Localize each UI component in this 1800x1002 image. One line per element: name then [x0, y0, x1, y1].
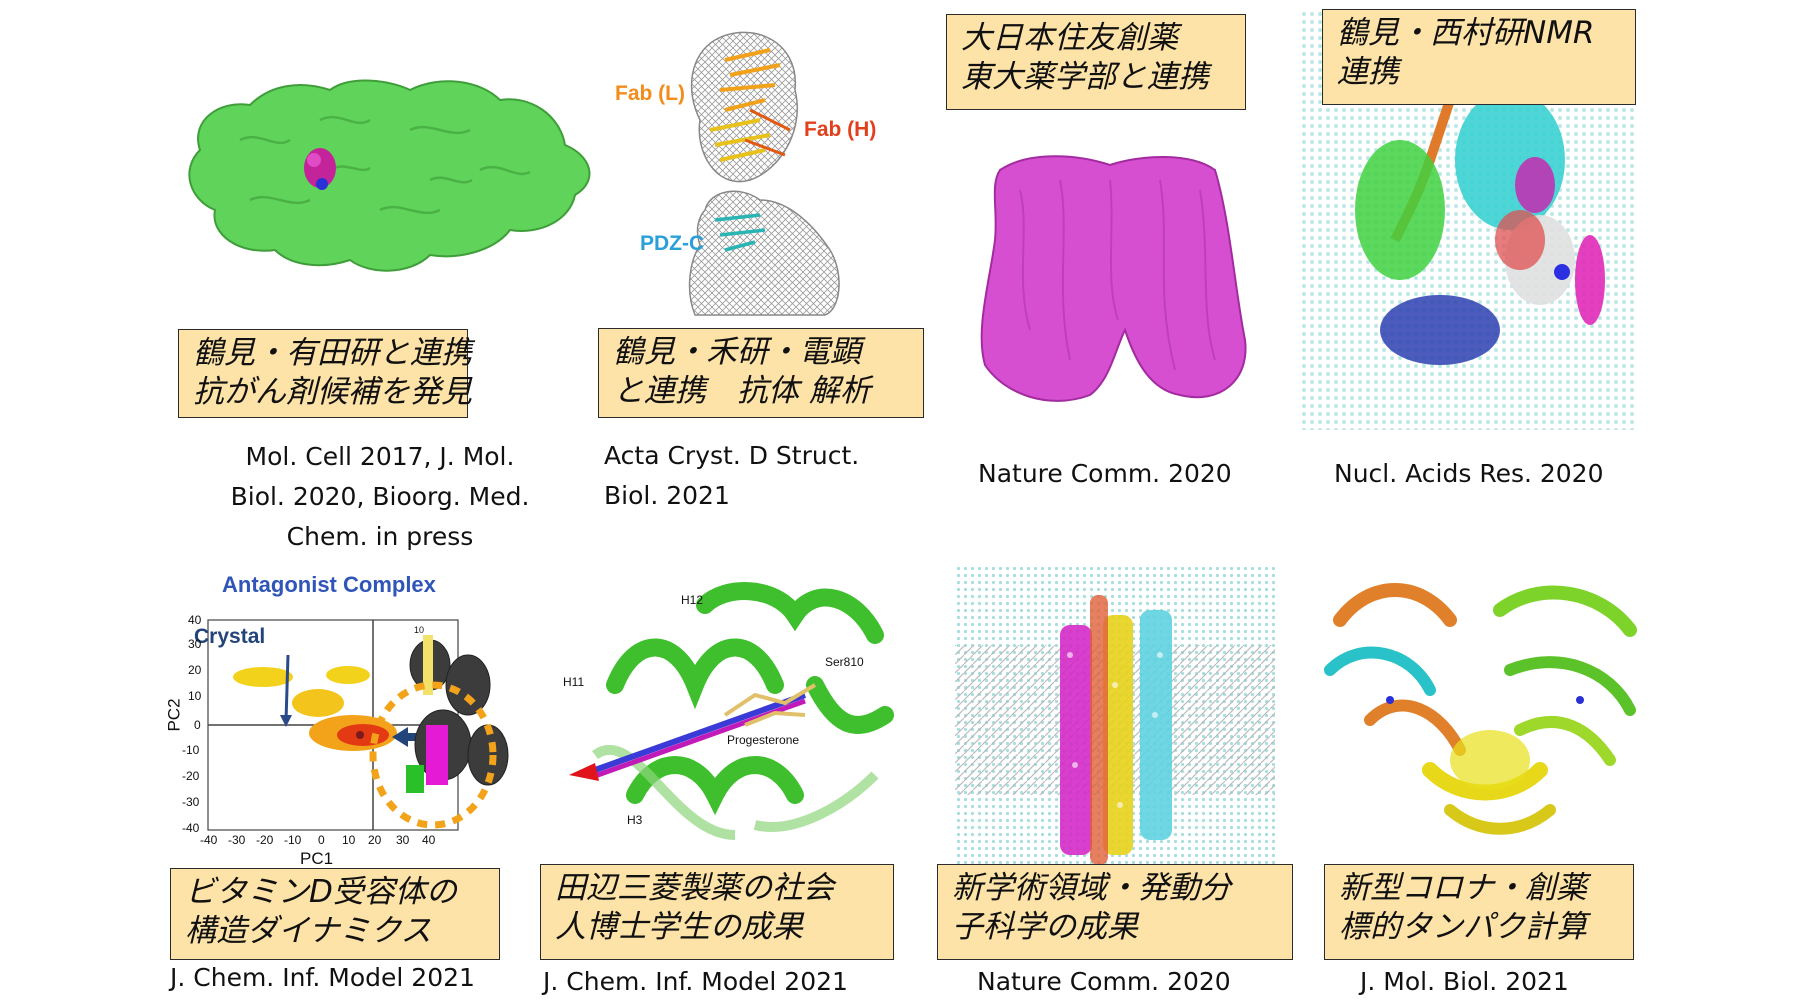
x-tick: 40 — [422, 833, 436, 847]
y-tick: 10 — [188, 689, 202, 703]
nmr-complex-image — [1300, 10, 1635, 430]
crystal-label: Crystal — [194, 625, 266, 648]
panel-8 — [1310, 560, 1660, 865]
note-line: 田辺三菱製薬の社会 — [555, 870, 834, 906]
citation-line: Chem. in press — [286, 522, 474, 551]
h12-label: H12 — [681, 593, 704, 607]
y-tick: -40 — [182, 821, 200, 835]
ser810-label: Ser810 — [825, 655, 864, 669]
citation-panel-7: Nature Comm. 2020 — [977, 962, 1297, 1002]
x-tick: 20 — [368, 833, 382, 847]
note-line: 人博士学生の成果 — [555, 909, 803, 945]
citation-panel-2: Acta Cryst. D Struct. Biol. 2021 — [604, 436, 924, 516]
x-tick: -10 — [284, 833, 302, 847]
panel-2: Fab (L) Fab (H) PDZ-C — [600, 20, 900, 320]
panel-5-title: Antagonist Complex — [222, 572, 436, 597]
y-tick: 40 — [188, 613, 202, 627]
panel-4 — [1300, 10, 1635, 430]
note-line: 連携 — [1337, 54, 1399, 90]
note-line: 子科学の成果 — [952, 909, 1138, 945]
panel-6: H12 H11 H3 Ser810 Progesterone — [555, 575, 910, 870]
density-map-image — [980, 155, 1247, 402]
citation-line: Acta Cryst. D Struct. — [604, 441, 860, 470]
citation-line: Nature Comm. 2020 — [978, 459, 1232, 488]
x-tick: -20 — [256, 833, 274, 847]
protein-surface-image — [188, 79, 591, 272]
fab-l-label: Fab (L) — [615, 82, 685, 105]
antibody-map-image — [688, 31, 840, 316]
note-panel-5: ビタミンD受容体の 構造ダイナミクス — [170, 868, 500, 960]
pdz-c-label: PDZ-C — [640, 232, 705, 255]
progesterone-label: Progesterone — [727, 733, 800, 747]
note-panel-3: 大日本住友創薬 東大薬学部と連携 — [946, 14, 1246, 110]
fab-h-label: Fab (H) — [804, 118, 877, 141]
note-panel-2: 鶴見・禾研・電顕 と連携 抗体 解析 — [598, 328, 924, 418]
citation-panel-5: J. Chem. Inf. Model 2021 — [170, 958, 530, 998]
x-tick: 10 — [342, 833, 356, 847]
x-axis-label: PC1 — [300, 849, 334, 868]
note-line: 東大薬学部と連携 — [961, 59, 1209, 95]
note-line: 新学術領域・発動分 — [952, 870, 1231, 906]
note-panel-4: 鶴見・西村研NMR 連携 — [1322, 9, 1636, 105]
h11-label: H11 — [563, 675, 585, 689]
note-line: 標的タンパク計算 — [1339, 909, 1587, 945]
y-axis-label: PC2 — [164, 698, 184, 732]
note-panel-8: 新型コロナ・創薬 標的タンパク計算 — [1324, 864, 1634, 960]
note-line: 鶴見・禾研・電顕 — [613, 334, 861, 370]
citation-panel-1: Mol. Cell 2017, J. Mol. Biol. 2020, Bioo… — [170, 437, 590, 557]
note-line: と連携 抗体 解析 — [613, 373, 871, 409]
note-panel-7: 新学術領域・発動分 子科学の成果 — [937, 864, 1293, 960]
x-tick: -30 — [228, 833, 246, 847]
citation-panel-6: J. Chem. Inf. Model 2021 — [543, 962, 903, 1002]
citation-line: Biol. 2021 — [604, 481, 730, 510]
citation-line: Nucl. Acids Res. 2020 — [1334, 459, 1604, 488]
panel-1 — [180, 60, 600, 300]
y-tick: -20 — [182, 769, 200, 783]
panel-7 — [955, 565, 1275, 875]
coronavirus-protein-image — [1324, 583, 1637, 835]
x-tick: 0 — [318, 833, 325, 847]
y-tick: -10 — [182, 743, 200, 757]
citation-line: J. Mol. Biol. 2021 — [1360, 967, 1569, 996]
citation-panel-8: J. Mol. Biol. 2021 — [1360, 962, 1680, 1002]
h3-label: H3 — [627, 813, 643, 827]
citation-panel-4: Nucl. Acids Res. 2020 — [1334, 454, 1654, 494]
citation-line: Biol. 2020, Bioorg. Med. — [230, 482, 530, 511]
citation-line: J. Chem. Inf. Model 2021 — [543, 967, 848, 996]
y-tick: 30 — [188, 637, 202, 651]
note-line: 大日本住友創薬 — [961, 20, 1178, 56]
pca-plot-image — [207, 619, 509, 831]
note-line: ビタミンD受容体の — [185, 874, 457, 910]
panel-3 — [960, 140, 1260, 420]
note-line: 鶴見・西村研NMR — [1337, 15, 1595, 51]
note-panel-6: 田辺三菱製薬の社会 人博士学生の成果 — [540, 864, 894, 960]
membrane-simulation-image — [955, 565, 1275, 875]
note-panel-1: 鶴見・有田研と連携 抗がん剤候補を発見 — [178, 329, 472, 418]
receptor-image — [569, 582, 894, 840]
note-line: 新型コロナ・創薬 — [1339, 870, 1587, 906]
note-line: 構造ダイナミクス — [185, 913, 432, 949]
x-tick: -40 — [200, 833, 218, 847]
panel-5: Crystal 10 40 30 20 10 0 -10 -20 -30 -40… — [164, 605, 538, 870]
citation-line: Mol. Cell 2017, J. Mol. — [245, 442, 515, 471]
citation-line: J. Chem. Inf. Model 2021 — [170, 963, 475, 992]
helix-label: 10 — [414, 625, 425, 635]
citation-line: Nature Comm. 2020 — [977, 967, 1231, 996]
y-tick: 20 — [188, 663, 202, 677]
note-line: 抗がん剤候補を発見 — [193, 374, 472, 410]
citation-panel-3: Nature Comm. 2020 — [978, 454, 1278, 494]
x-tick: 30 — [396, 833, 410, 847]
y-tick: -30 — [182, 795, 200, 809]
y-tick: 0 — [194, 718, 201, 732]
note-line: 鶴見・有田研と連携 — [193, 335, 472, 371]
